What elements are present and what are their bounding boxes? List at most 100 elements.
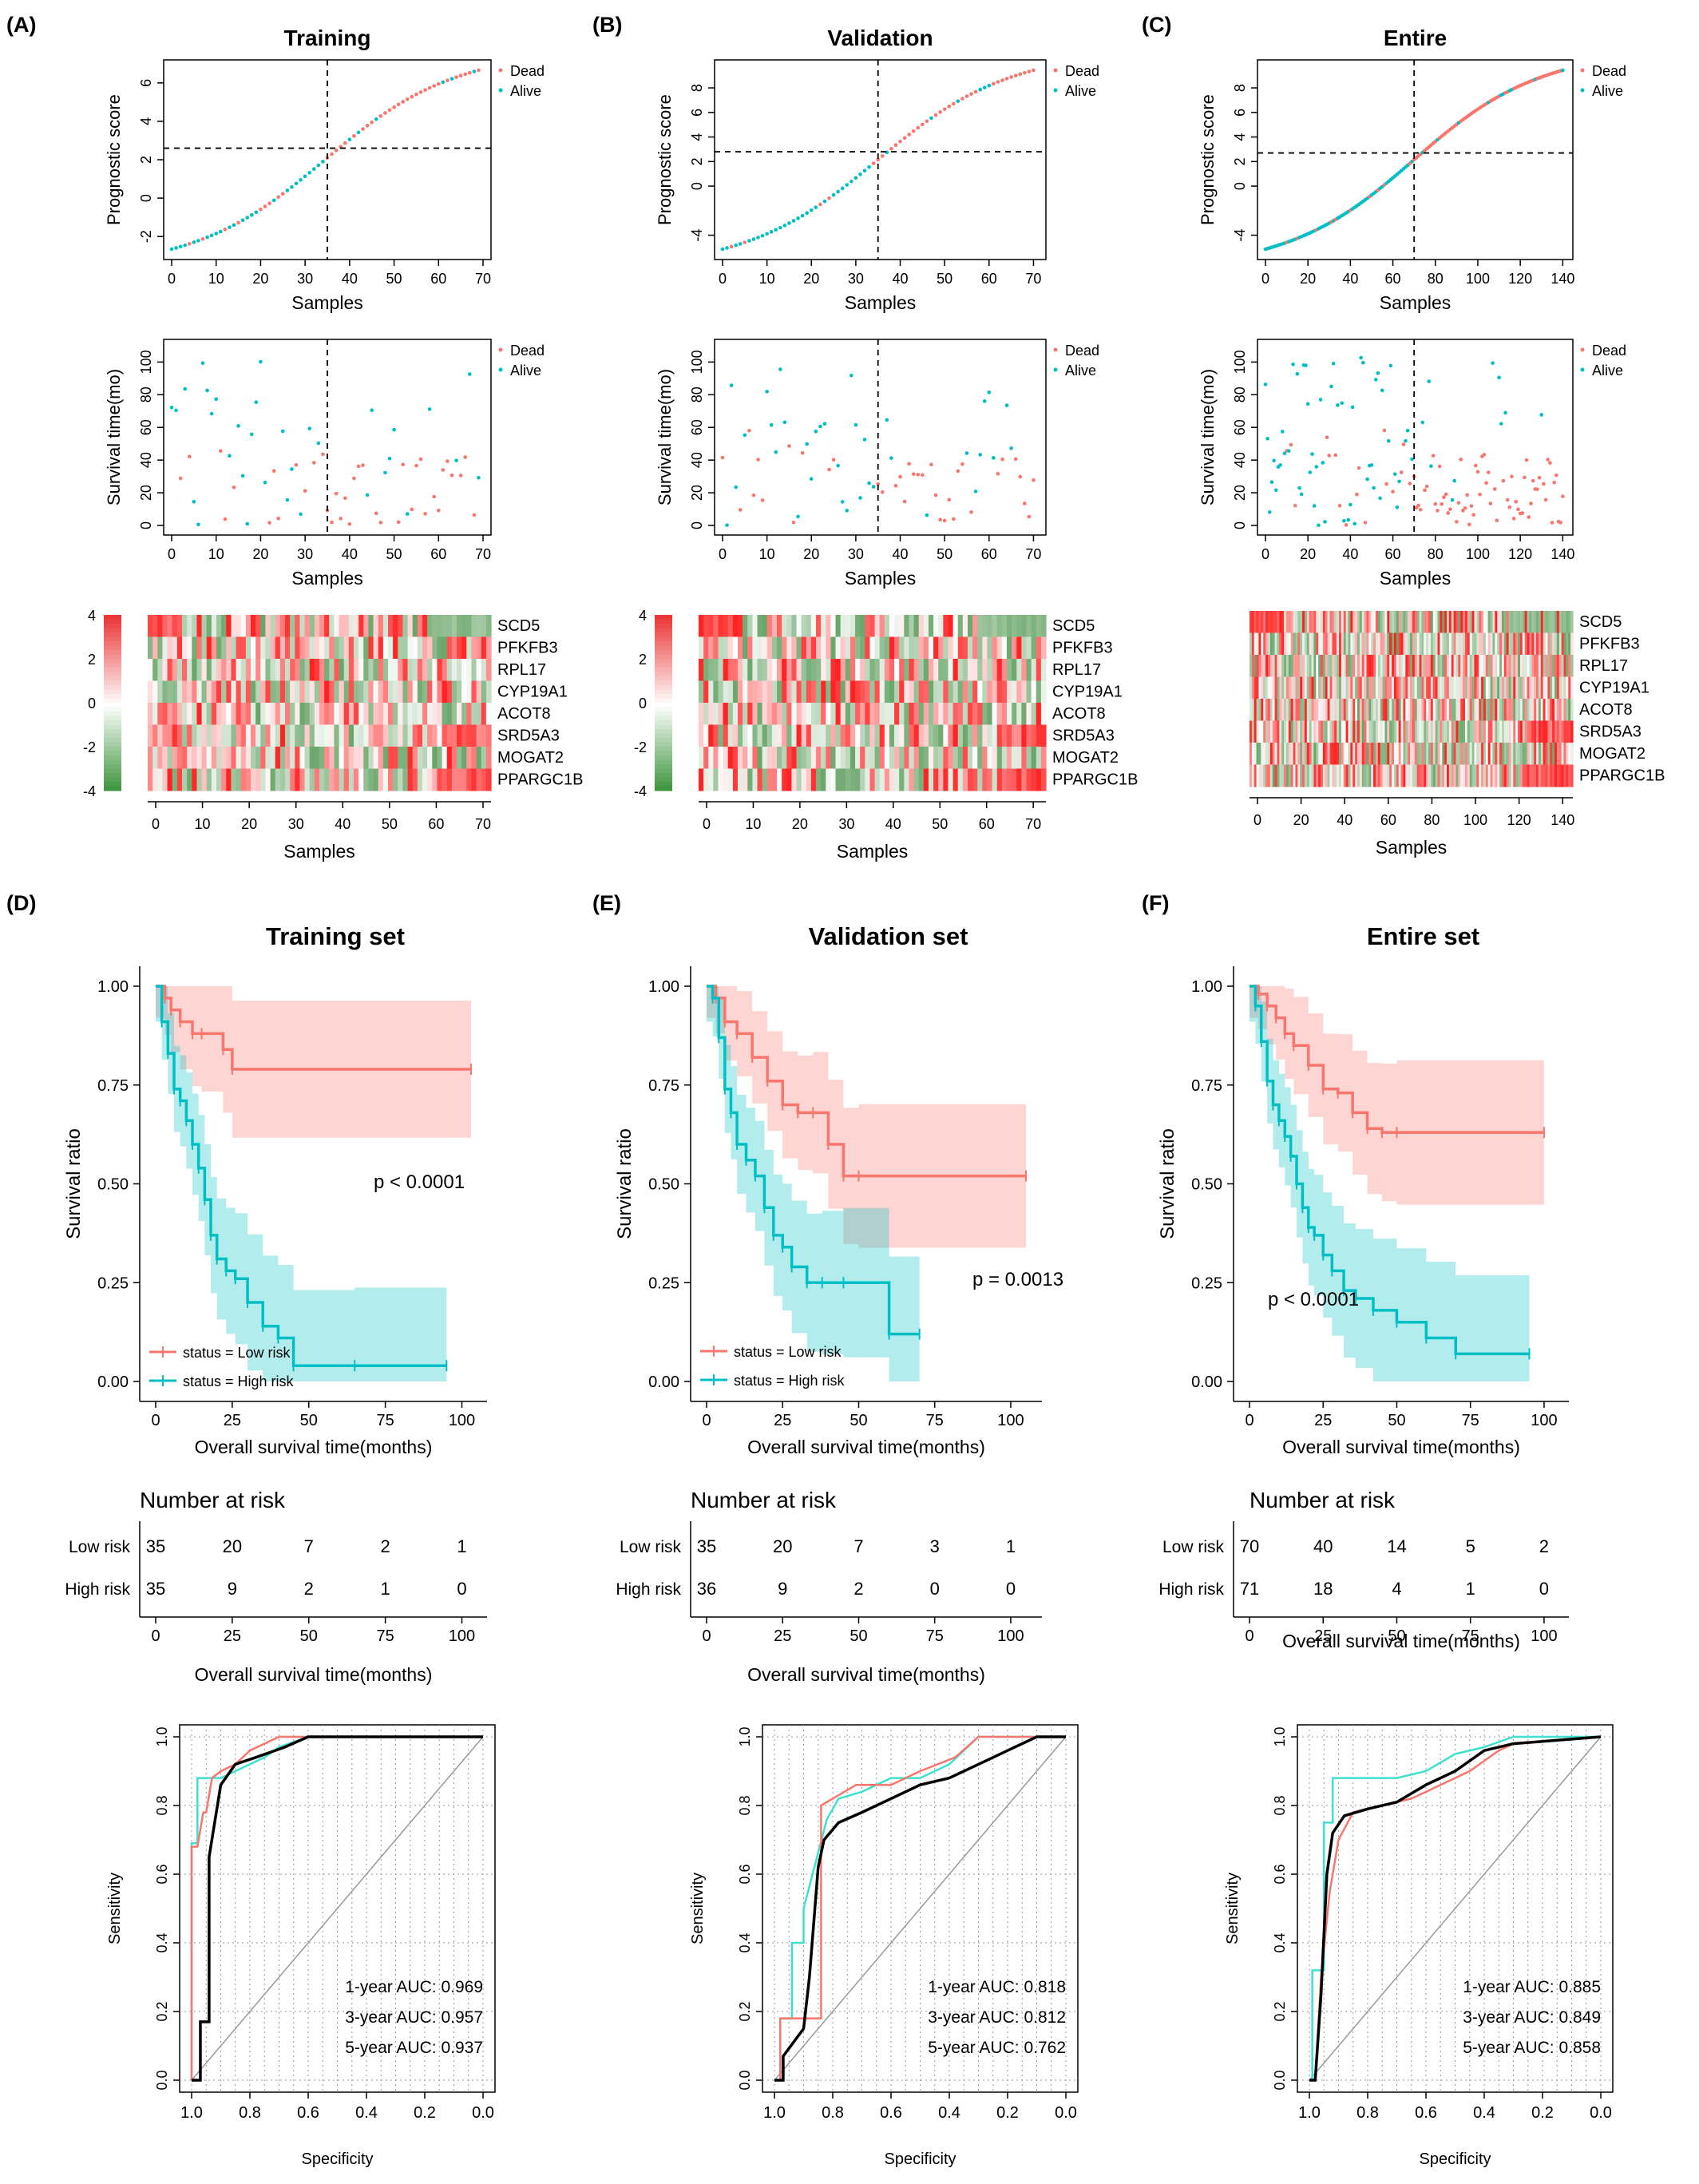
- heatmap-cell: [904, 636, 910, 660]
- heatmap-cell: [1396, 699, 1400, 722]
- heatmap-cell: [1293, 611, 1297, 634]
- heatmap-cell: [299, 636, 306, 660]
- heatmap-cell: [1006, 615, 1012, 638]
- heatmap-cell: [1414, 632, 1418, 656]
- roc-curve-5yr: [774, 1735, 1066, 2082]
- heatmap-cell: [1499, 743, 1503, 766]
- heatmap-cell: [1529, 676, 1532, 700]
- risk-high-count: 0: [457, 1579, 466, 1599]
- x-tick-label: 50: [937, 271, 952, 287]
- heatmap-cell: [1332, 720, 1335, 743]
- heatmap-cell: [1339, 676, 1342, 700]
- color-key-cell: [655, 755, 672, 761]
- heatmap-cell: [1249, 655, 1253, 678]
- heatmap-cell: [1442, 655, 1445, 678]
- heatmap-cell: [451, 680, 457, 704]
- heatmap-cell: [382, 747, 389, 770]
- heatmap-cell: [1463, 676, 1466, 700]
- heatmap-cell: [1026, 636, 1032, 660]
- heatmap-cell: [923, 724, 929, 747]
- heatmap-cell: [1364, 632, 1368, 656]
- score-point: [791, 219, 796, 223]
- heatmap-cell: [1343, 699, 1347, 722]
- heatmap-cell: [368, 680, 374, 704]
- color-key-cell: [655, 747, 672, 752]
- heatmap-cell: [157, 615, 164, 638]
- color-key-cell: [655, 650, 672, 656]
- heatmap-cell: [1561, 764, 1565, 787]
- survival-point: [214, 397, 219, 402]
- x-axis-label: Samples: [845, 292, 916, 313]
- heatmap-cell: [299, 615, 306, 638]
- survival-point: [796, 514, 800, 519]
- heatmap-cell: [471, 724, 477, 747]
- heatmap-cell: [1297, 676, 1301, 700]
- heatmap-cell: [216, 615, 222, 638]
- heatmap-cell: [211, 747, 217, 770]
- heatmap-cell: [226, 747, 232, 770]
- heatmap-cell: [1408, 676, 1411, 700]
- heatmap-cell: [1421, 655, 1424, 678]
- color-key-cell: [655, 768, 672, 774]
- heatmap-cell: [1400, 655, 1404, 678]
- survival-point: [290, 467, 294, 471]
- heatmap-cell: [1332, 764, 1335, 787]
- risk-low-count: 3: [930, 1536, 940, 1556]
- heatmap-cell: [743, 724, 748, 747]
- heatmap-cell: [743, 659, 748, 682]
- heatmap-cell: [481, 636, 487, 660]
- heatmap-cell: [1432, 676, 1436, 700]
- y-axis-label: Survival ratio: [63, 1128, 85, 1239]
- heatmap-cell: [231, 703, 237, 726]
- x-tick-label: 40: [1342, 271, 1358, 287]
- heatmap-cell: [417, 703, 423, 726]
- heatmap-cell: [382, 703, 389, 726]
- heatmap-cell: [290, 680, 295, 704]
- heatmap-cell: [1518, 676, 1521, 700]
- heatmap-cell: [1545, 611, 1549, 634]
- heatmap-cell: [918, 724, 925, 747]
- heatmap-cell: [1302, 764, 1305, 787]
- heatmap-cell: [786, 747, 793, 770]
- heatmap-cell: [1304, 743, 1308, 766]
- heatmap-cell: [1570, 743, 1574, 766]
- heatmap-cell: [830, 724, 837, 747]
- heatmap-cell: [1536, 632, 1539, 656]
- survival-point: [1463, 506, 1467, 510]
- heatmap-cell: [874, 768, 881, 791]
- heatmap-cell: [948, 724, 954, 747]
- heatmap-cell: [777, 680, 782, 704]
- heatmap-cell: [265, 724, 271, 747]
- heatmap-cell: [1487, 743, 1491, 766]
- heatmap-cell: [1384, 720, 1388, 743]
- heatmap-cell: [1568, 720, 1571, 743]
- heatmap-cell: [1522, 676, 1526, 700]
- y-tick-label: 0.2: [154, 2001, 170, 2021]
- heatmap-cell: [260, 615, 267, 638]
- heatmap-cell: [240, 703, 247, 726]
- heatmap-cell: [1552, 764, 1555, 787]
- heatmap-cell: [826, 615, 832, 638]
- heatmap-cell: [148, 703, 153, 726]
- survival-point: [1554, 473, 1558, 478]
- heatmap-cell: [1527, 632, 1531, 656]
- heatmap-cell: [1345, 720, 1349, 743]
- color-key-cell: [104, 636, 121, 642]
- heatmap-cell: [869, 768, 876, 791]
- survival-point: [1333, 453, 1338, 458]
- heatmap-cell: [996, 680, 1003, 704]
- heatmap-cell: [1277, 699, 1280, 722]
- heatmap-cell: [865, 768, 871, 791]
- heatmap-cell: [1387, 676, 1390, 700]
- survival-point: [1280, 430, 1285, 434]
- heatmap-cell: [810, 747, 817, 770]
- heatmap-cell: [1408, 699, 1411, 722]
- heatmap-cell: [1253, 764, 1257, 787]
- survival-point: [1535, 487, 1539, 491]
- heatmap-cell: [869, 659, 876, 682]
- survival-point: [178, 476, 183, 481]
- survival-point: [1478, 492, 1482, 497]
- heatmap-cell: [1430, 699, 1434, 722]
- heatmap-cell: [1316, 720, 1319, 743]
- panel-title: Entire: [1384, 26, 1447, 50]
